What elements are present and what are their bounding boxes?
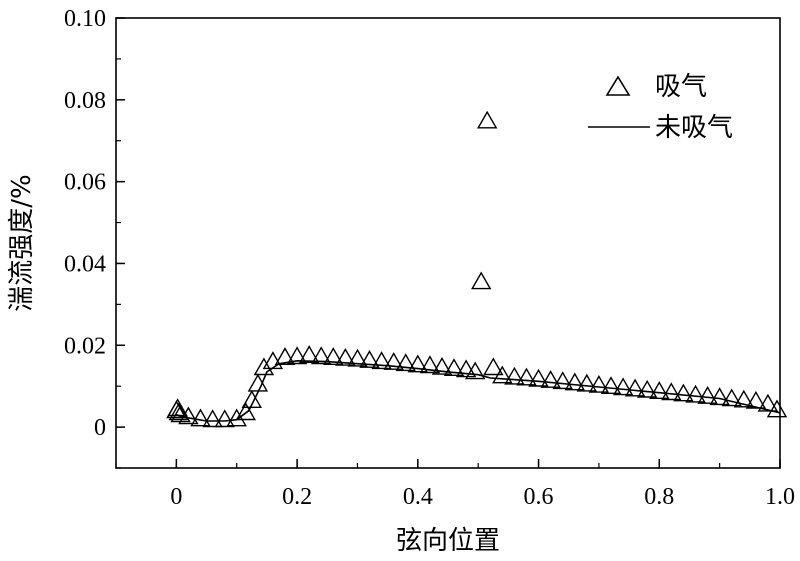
suction-point: [661, 382, 682, 401]
legend-label-suction: 吸气: [655, 72, 707, 102]
suction-point: [359, 349, 380, 368]
suction-point: [298, 345, 320, 363]
suction-point: [504, 366, 525, 385]
suction-point: [476, 110, 498, 129]
suction-point: [247, 373, 269, 392]
suction-point: [528, 368, 549, 387]
x-tick-label: 0.6: [524, 484, 554, 510]
suction-point: [733, 389, 755, 408]
suction-point: [588, 374, 610, 393]
suction-point: [455, 359, 477, 378]
series-layer: [166, 110, 788, 428]
series-line-no-suction: [176, 359, 781, 422]
y-axis-ticks: 0 0.02 0.04 0.06 0.08 0.10: [64, 6, 125, 469]
suction-point: [709, 387, 730, 406]
suction-point: [407, 354, 429, 373]
suction-point: [492, 365, 513, 384]
suction-point: [766, 399, 788, 418]
suction-point: [697, 385, 718, 404]
suction-point: [226, 408, 247, 427]
suction-point: [202, 409, 223, 428]
x-axis-ticks: 0 0.2 0.4 0.6 0.8 1.0: [115, 459, 795, 510]
suction-point: [253, 357, 275, 376]
x-tick-label: 0.8: [644, 484, 674, 510]
suction-point: [470, 271, 492, 290]
y-tick-label: 0.06: [64, 170, 106, 196]
suction-point: [286, 346, 308, 365]
x-tick-label: 0.2: [282, 484, 312, 510]
x-tick-label: 0: [170, 484, 182, 510]
suction-point: [235, 402, 257, 421]
suction-point: [612, 377, 634, 396]
suction-point: [419, 355, 441, 374]
suction-point: [241, 390, 263, 408]
legend-label-no-suction: 未吸气: [655, 113, 733, 143]
suction-point: [214, 409, 235, 428]
y-tick-label: 0.10: [64, 6, 106, 32]
suction-point: [576, 373, 598, 392]
suction-point: [516, 367, 537, 386]
suction-point: [178, 406, 199, 425]
suction-point: [483, 357, 504, 376]
suction-point: [262, 351, 284, 370]
suction-point: [540, 370, 561, 388]
suction-point: [190, 408, 211, 427]
suction-point: [600, 376, 622, 394]
suction-point: [347, 348, 368, 367]
x-tick-label: 0.4: [403, 484, 433, 510]
suction-point: [383, 352, 404, 370]
suction-point: [636, 379, 658, 398]
plot-frame: [115, 17, 781, 469]
y-tick-label: 0.08: [64, 88, 106, 114]
y-axis-title: 湍流强度/%: [7, 174, 37, 311]
suction-point: [757, 393, 779, 412]
x-tick-label: 1.0: [765, 484, 795, 510]
suction-point: [624, 378, 646, 397]
suction-point: [649, 381, 670, 399]
legend-triangle-marker: [605, 75, 631, 96]
y-tick-label: 0: [94, 415, 106, 441]
suction-point: [310, 346, 332, 365]
suction-point: [745, 390, 767, 409]
suction-point: [673, 383, 694, 402]
suction-point: [443, 358, 465, 376]
suction-point: [431, 356, 453, 375]
suction-point: [564, 372, 586, 391]
y-tick-label: 0.04: [64, 251, 106, 277]
suction-point: [464, 361, 486, 380]
legend: 吸气 未吸气: [588, 72, 733, 143]
suction-point: [335, 347, 356, 366]
suction-point: [552, 371, 573, 390]
suction-point: [685, 384, 706, 403]
suction-point: [274, 347, 296, 365]
suction-point: [323, 347, 344, 365]
suction-point: [371, 351, 392, 370]
y-tick-label: 0.02: [64, 333, 106, 359]
suction-point: [721, 388, 742, 407]
x-axis-title: 弦向位置: [396, 526, 500, 556]
suction-point: [395, 353, 416, 372]
